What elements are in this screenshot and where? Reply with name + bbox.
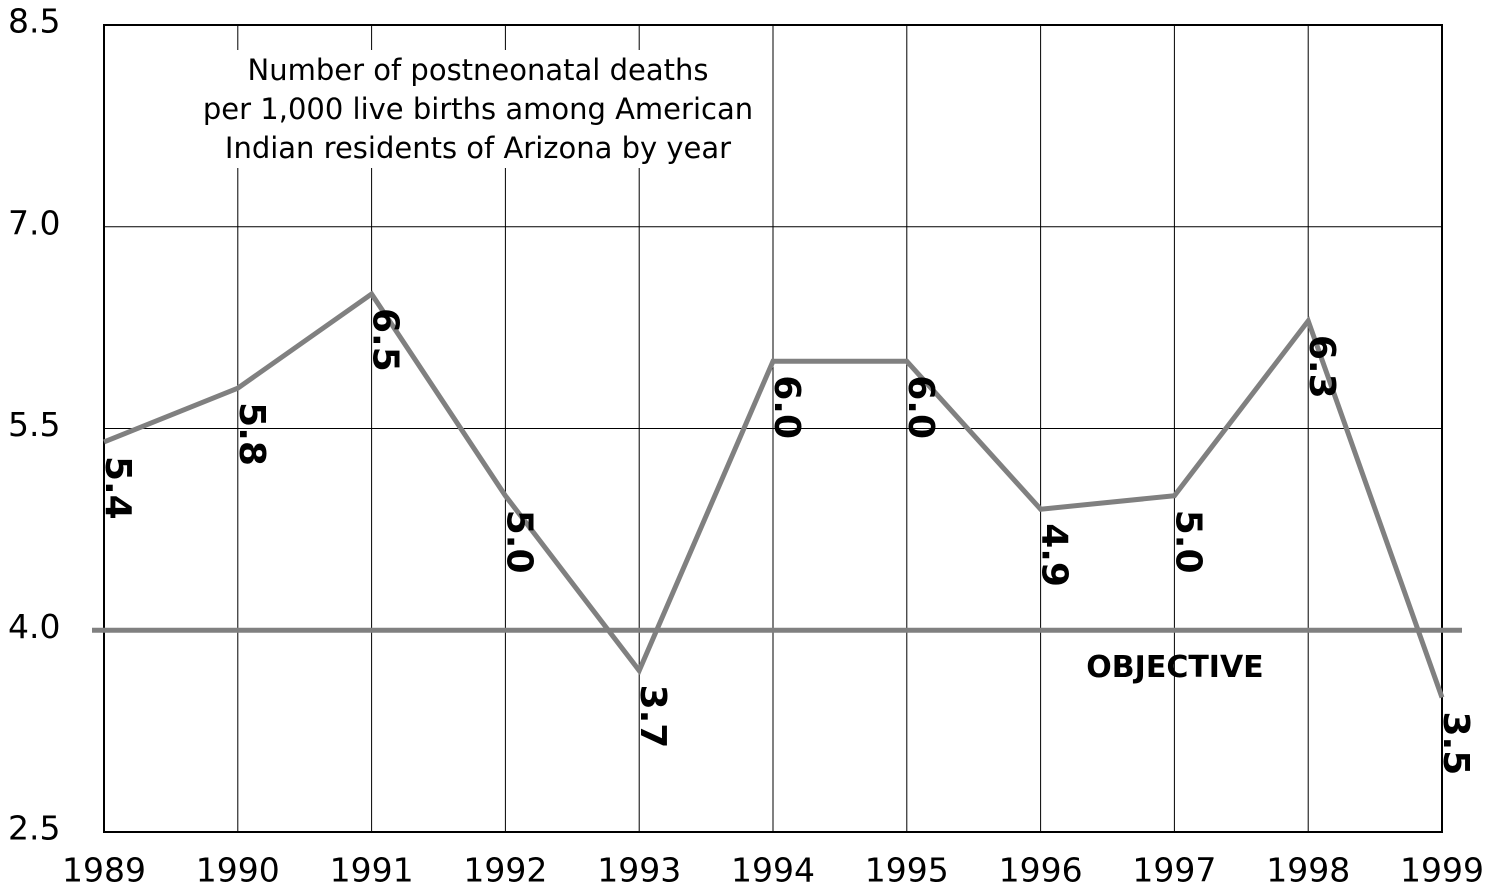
x-tick-label: 1997 (1132, 851, 1216, 890)
chart-title: Number of postneonatal deaths (248, 53, 709, 87)
value-label: 4.9 (1034, 523, 1075, 587)
y-tick-label: 4.0 (8, 607, 60, 646)
y-tick-label: 7.0 (8, 203, 60, 242)
objective-label: OBJECTIVE (1086, 650, 1263, 685)
value-label: 5.4 (97, 456, 138, 520)
value-label: 5.0 (1167, 510, 1208, 574)
x-tick-label: 1990 (196, 851, 280, 890)
x-tick-label: 1999 (1400, 851, 1484, 890)
y-tick-label: 8.5 (8, 2, 60, 41)
y-tick-label: 5.5 (8, 405, 60, 444)
chart-title: per 1,000 live births among American (203, 92, 753, 126)
x-tick-label: 1996 (999, 851, 1083, 890)
chart-title: Indian residents of Arizona by year (225, 131, 731, 165)
value-label: 3.7 (632, 685, 673, 749)
x-tick-label: 1992 (463, 851, 547, 890)
value-label: 5.0 (498, 510, 539, 574)
title-background (195, 50, 765, 168)
x-tick-label: 1994 (731, 851, 815, 890)
x-tick-label: 1991 (330, 851, 414, 890)
value-label: 6.0 (766, 375, 807, 439)
value-label: 6.5 (365, 308, 406, 372)
data-line (103, 290, 1445, 699)
value-label: 6.3 (1301, 335, 1342, 399)
y-tick-label: 2.5 (8, 809, 60, 848)
value-label: 6.0 (900, 375, 941, 439)
value-label: 3.5 (1435, 712, 1476, 776)
x-tick-label: 1995 (865, 851, 949, 890)
x-tick-label: 1993 (597, 851, 681, 890)
x-tick-label: 1998 (1266, 851, 1350, 890)
value-label: 5.8 (231, 402, 272, 466)
plot-frame (103, 24, 1443, 833)
x-tick-label: 1989 (62, 851, 146, 890)
